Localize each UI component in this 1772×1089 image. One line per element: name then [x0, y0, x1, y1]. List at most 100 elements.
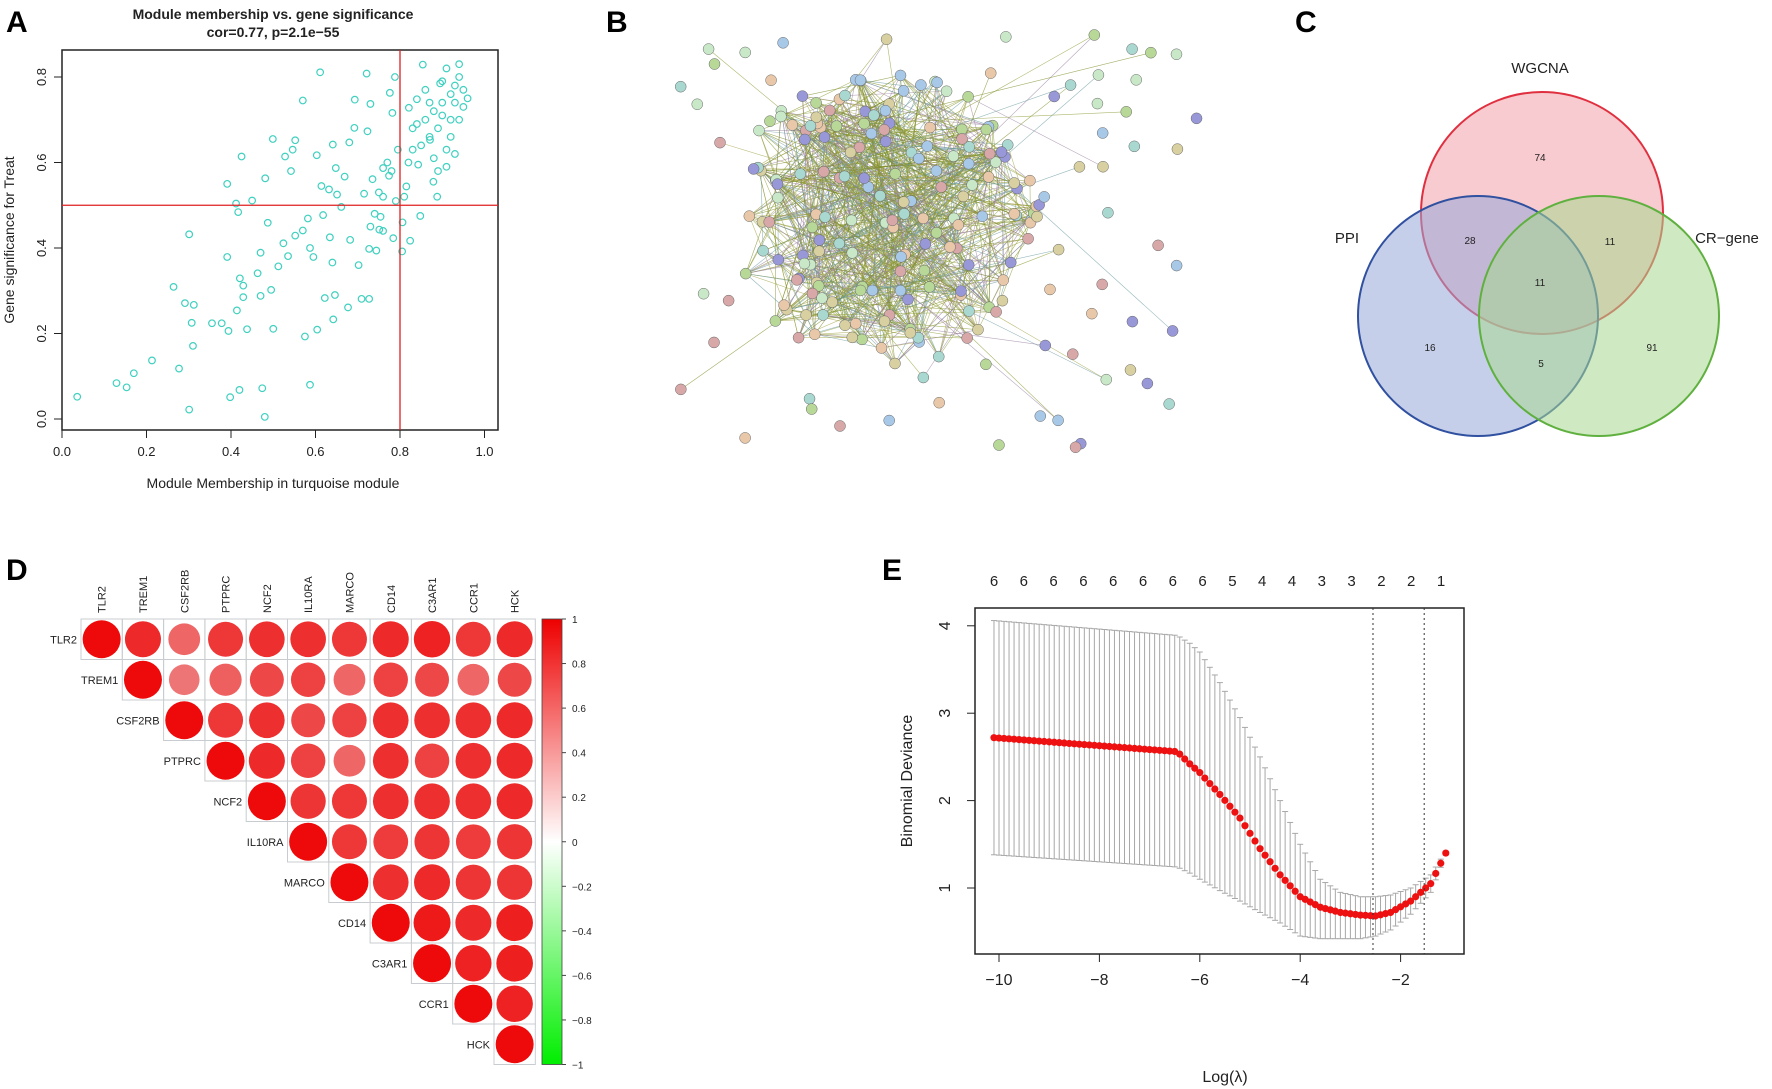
scatter-point	[224, 327, 233, 335]
network-node	[1031, 210, 1043, 223]
correlation-circle	[496, 742, 533, 779]
network-edge	[844, 176, 861, 291]
network-node	[983, 147, 996, 160]
correlation-circle	[455, 864, 491, 900]
network-node	[933, 350, 945, 363]
correlation-circle	[457, 663, 490, 696]
network-edge	[814, 328, 911, 335]
nonzero-count-label: 6	[1169, 573, 1177, 590]
network-edge	[800, 173, 957, 249]
scatter-point	[363, 127, 372, 136]
correlation-circle	[455, 824, 491, 860]
correlation-circle	[415, 662, 450, 697]
deviance-point	[1412, 893, 1420, 901]
correlation-circle	[495, 1025, 534, 1064]
scatter-point	[366, 100, 375, 108]
deviance-point	[1286, 882, 1294, 890]
venn-label-ppi: PPI	[1335, 230, 1359, 247]
scatter-point	[267, 285, 276, 294]
network-edge	[936, 188, 1018, 234]
correlation-circle	[168, 664, 200, 696]
network-edge	[972, 182, 1015, 186]
network-node	[935, 181, 948, 193]
network-node	[772, 253, 785, 266]
network-edge	[938, 126, 992, 357]
scatter-panel: Module membership vs. gene significance …	[1, 6, 499, 491]
nonzero-count-label: 3	[1318, 573, 1326, 590]
network-node	[839, 89, 851, 102]
nonzero-count-label: 5	[1228, 573, 1236, 590]
scatter-point	[413, 95, 421, 104]
scatter-point	[319, 211, 328, 219]
network-node	[817, 309, 829, 321]
network-edge	[884, 294, 961, 322]
scatter-point	[365, 294, 374, 303]
scatter-point	[187, 318, 196, 327]
scatter-point	[256, 291, 265, 300]
scatter-point	[291, 136, 300, 145]
network-node	[880, 33, 893, 46]
scatter-point	[389, 234, 398, 243]
venn-count-wgcna-only: 74	[1534, 153, 1546, 164]
network-node	[996, 294, 1009, 307]
scatter-point	[383, 158, 392, 167]
network-node	[854, 74, 867, 86]
correlation-circle	[247, 782, 286, 821]
correlation-circle	[455, 904, 492, 941]
network-edge	[888, 103, 951, 248]
network-node	[1124, 364, 1137, 376]
network-node	[791, 274, 803, 286]
column-gene-label: NCF2	[262, 584, 274, 613]
scatter-point	[328, 258, 337, 267]
scatter-point	[316, 68, 325, 77]
network-node	[917, 371, 930, 384]
network-node	[1086, 307, 1098, 320]
network-node	[944, 241, 956, 253]
scatter-point	[408, 145, 417, 154]
network-edge	[745, 163, 969, 274]
colorbar-tick-label: −0.6	[572, 971, 592, 982]
deviance-point	[1241, 822, 1249, 830]
scatter-point	[438, 98, 447, 107]
column-gene-label: HCK	[510, 589, 522, 613]
scatter-point	[425, 98, 434, 107]
network-edge	[745, 184, 778, 274]
network-node	[817, 165, 830, 178]
network-edge	[888, 103, 937, 233]
y-tick-label: 2	[937, 796, 954, 805]
network-edge	[823, 171, 930, 288]
lasso-x-label: Log(λ)	[1202, 1069, 1247, 1086]
network-edge	[824, 84, 922, 218]
deviance-point	[1191, 764, 1199, 772]
correlation-circle	[333, 663, 366, 696]
row-gene-label: CCR1	[419, 999, 449, 1011]
network-edge	[818, 251, 924, 378]
network-edge	[1002, 156, 1006, 281]
correlation-circle	[496, 944, 533, 982]
network-edge	[804, 206, 1037, 264]
network-node	[966, 179, 978, 191]
network-edge	[904, 254, 962, 296]
network-edge	[900, 218, 924, 272]
network-node	[898, 208, 910, 220]
scatter-point	[421, 115, 430, 124]
scatter-point	[436, 79, 445, 88]
network-node	[1170, 48, 1183, 61]
network-node	[980, 123, 993, 136]
deviance-point	[1427, 880, 1435, 888]
scatter-point	[404, 158, 413, 167]
network-node	[1126, 315, 1139, 328]
network-edge	[889, 123, 928, 147]
network-node	[913, 152, 925, 165]
network-node	[743, 210, 756, 222]
deviance-point	[1271, 864, 1279, 872]
scatter-point	[237, 152, 246, 161]
network-edge	[889, 176, 989, 316]
plot-frame	[61, 49, 499, 431]
scatter-point	[235, 274, 244, 283]
venn-count-wgcna-ppi: 28	[1464, 236, 1476, 247]
correlation-circle	[208, 702, 244, 738]
network-node	[952, 219, 965, 231]
column-gene-label: TLR2	[97, 586, 109, 613]
colorbar-tick-label: 0.4	[572, 749, 586, 760]
